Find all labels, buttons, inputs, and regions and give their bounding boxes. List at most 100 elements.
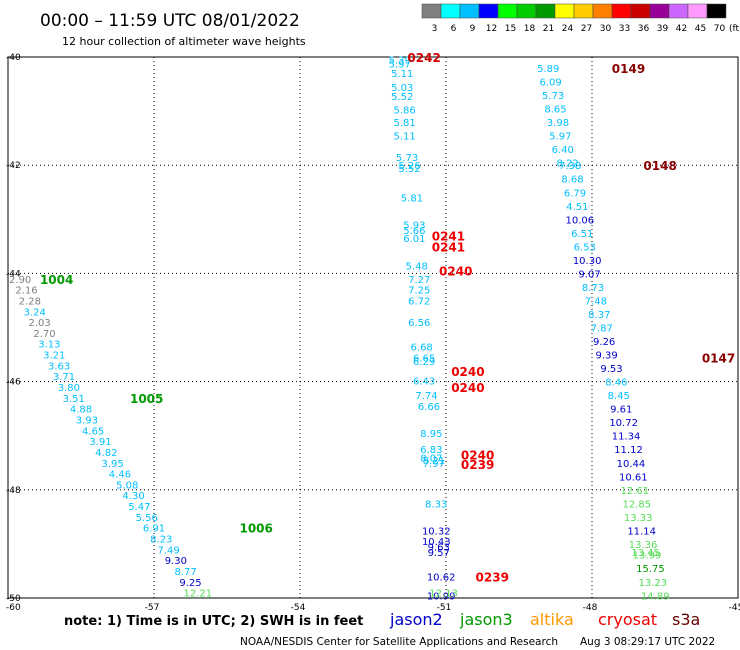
wave-height-point: 5.97 xyxy=(549,131,571,142)
scale-swatch xyxy=(687,3,708,19)
y-tick-label: -50 xyxy=(6,594,21,604)
scale-label: 12 xyxy=(486,24,497,34)
footer-credit: NOAA/NESDIS Center for Satellite Applica… xyxy=(240,636,558,648)
wave-height-point: 8.23 xyxy=(150,534,172,545)
pass-time-label: 1005 xyxy=(130,392,163,406)
wave-height-point: 7.38 xyxy=(559,161,581,172)
wave-height-point: 8.33 xyxy=(425,499,447,510)
pass-time-label: 0240 xyxy=(439,265,472,279)
scale-swatch xyxy=(459,3,480,19)
wave-height-point: 8.07 xyxy=(420,453,442,464)
wave-height-point: 13.99 xyxy=(633,551,662,562)
y-tick-label: -48 xyxy=(6,486,21,496)
wave-height-point: 3.13 xyxy=(38,340,60,351)
pass-time-label: 0239 xyxy=(461,458,494,472)
wave-height-point: 6.65 xyxy=(413,353,435,364)
wave-height-point: 8.45 xyxy=(608,391,630,402)
wave-height-point: 3.95 xyxy=(102,459,124,470)
wave-height-point: 4.30 xyxy=(122,491,144,502)
pass-time-label: 0241 xyxy=(432,230,465,244)
satellite-s3a: s3a xyxy=(672,610,700,629)
wave-height-point: 6.01 xyxy=(403,234,425,245)
footer-note: note: 1) Time is in UTC; 2) SWH is in fe… xyxy=(64,614,363,629)
scale-unit: (ft) xyxy=(729,24,740,34)
wave-height-point: 6.43 xyxy=(413,377,435,388)
wave-height-point: 10.30 xyxy=(573,256,602,267)
wave-height-point: 9.61 xyxy=(610,405,632,416)
wave-height-point: 5.52 xyxy=(398,164,420,175)
wave-height-point: 6.29 xyxy=(413,357,435,368)
wave-height-point: 8.46 xyxy=(605,378,627,389)
scale-swatch xyxy=(611,3,632,19)
wave-height-point: 5.81 xyxy=(401,194,423,205)
wave-height-point: 4.46 xyxy=(109,470,131,481)
wave-height-point: 11.34 xyxy=(612,432,641,443)
pass-time-label: 1006 xyxy=(239,522,272,536)
wave-height-point: 3.63 xyxy=(48,361,70,372)
wave-height-point: 6.79 xyxy=(564,188,586,199)
wave-height-point: 15.75 xyxy=(636,564,665,575)
wave-height-point: 6.09 xyxy=(540,77,562,88)
wave-height-point: 5.11 xyxy=(391,69,413,80)
wave-height-point: 6.91 xyxy=(143,524,165,535)
scale-label: 15 xyxy=(505,24,516,34)
scale-label: 6 xyxy=(451,24,457,34)
axis-ticks: -57 -54 -51 -48 -45 -40 -42 -44 -46 -48 -50-60 xyxy=(6,53,740,613)
wave-height-point: 3.93 xyxy=(76,415,98,426)
wave-height-point: 3.71 xyxy=(53,372,75,383)
scale-label: 30 xyxy=(600,24,612,34)
wave-height-point: 9.63 xyxy=(428,543,450,554)
wave-height-point: 5.73 xyxy=(396,153,418,164)
grid xyxy=(8,56,738,599)
wave-height-point: 10.44 xyxy=(617,459,646,470)
wave-height-point: 2.28 xyxy=(19,296,41,307)
wave-height-point: 12.21 xyxy=(183,589,212,600)
wave-height-point: 4.82 xyxy=(95,448,117,459)
wave-height-point: 8.37 xyxy=(588,310,610,321)
wave-height-point: 11.14 xyxy=(627,526,656,537)
scale-swatch xyxy=(440,3,461,19)
wave-height-point: 2.70 xyxy=(33,329,55,340)
wave-height-point: 7.25 xyxy=(408,286,430,297)
wave-height-point: 7.49 xyxy=(157,545,179,556)
wave-height-point: 10.32 xyxy=(422,526,451,537)
pass-time-label: 0240 xyxy=(451,381,484,395)
chart-title: 00:00 – 11:59 UTC 08/01/2022 xyxy=(40,11,300,31)
wave-height-point: 9.30 xyxy=(165,556,187,567)
scale-swatch xyxy=(478,3,499,19)
wave-height-point: 14.89 xyxy=(641,591,670,602)
wave-height-point: 7.87 xyxy=(591,324,613,335)
wave-height-point: 3.91 xyxy=(89,437,111,448)
y-tick-label: -44 xyxy=(6,269,21,279)
wave-height-point: 6.66 xyxy=(418,402,440,413)
wave-height-point: 5.08 xyxy=(116,480,138,491)
satellite-jason3: jason3 xyxy=(459,610,513,629)
chart-subtitle: 12 hour collection of altimeter wave hei… xyxy=(62,35,306,48)
data-points: 2.902.162.283.242.032.703.133.213.633.71… xyxy=(9,56,670,603)
wave-height-point: 9.26 xyxy=(593,337,615,348)
wave-height-point: 6.53 xyxy=(574,242,596,253)
wave-height-point: 5.97 xyxy=(389,59,411,70)
x-tick-label: -51 xyxy=(437,603,452,613)
scale-label: 27 xyxy=(581,24,592,34)
wave-height-point: 5.11 xyxy=(394,131,416,142)
wave-height-point: 10.06 xyxy=(566,215,595,226)
scale-label: 21 xyxy=(543,24,554,34)
wave-height-point: 5.52 xyxy=(391,92,413,103)
scale-swatch xyxy=(592,3,613,19)
scale-swatch xyxy=(573,3,594,19)
wave-height-point: 12.61 xyxy=(621,486,650,497)
scale-label: 18 xyxy=(524,24,536,34)
wave-height-point: 9.07 xyxy=(578,269,600,280)
wave-height-point: 9.39 xyxy=(595,351,617,362)
wave-height-point: 2.03 xyxy=(29,318,51,329)
scale-swatch xyxy=(516,3,537,19)
wave-height-point: 8.22 xyxy=(557,158,579,169)
wave-height-point: 3.80 xyxy=(58,383,80,394)
wave-height-point: 3.21 xyxy=(43,351,65,362)
wave-height-point: 5.81 xyxy=(394,118,416,129)
wave-height-point: 8.73 xyxy=(582,283,604,294)
wave-height-point: 10.43 xyxy=(422,537,451,548)
wave-height-point: 7.27 xyxy=(408,275,430,286)
